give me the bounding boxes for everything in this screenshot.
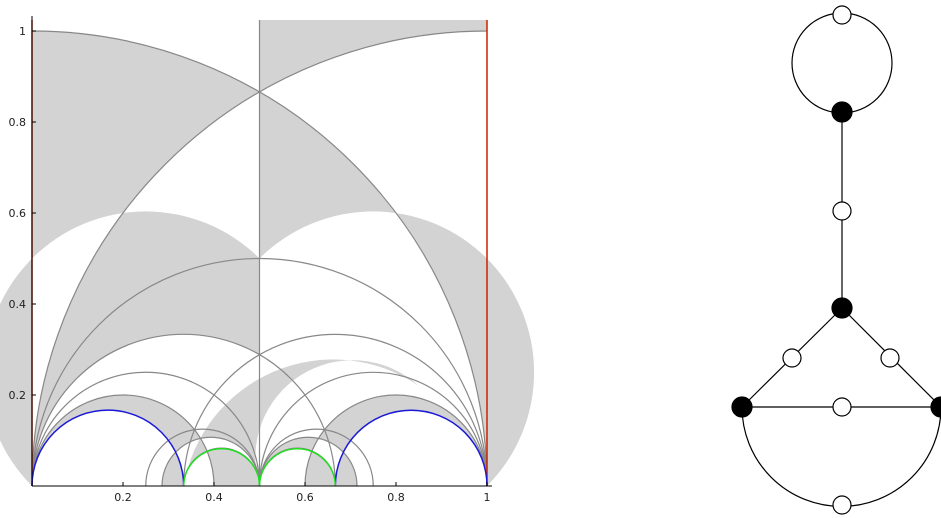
x-tick-label: 0.8 bbox=[387, 491, 405, 504]
geodesic-arc bbox=[258, 436, 358, 487]
geodesic-arc bbox=[258, 428, 374, 487]
y-tick-label: 0.2 bbox=[9, 389, 27, 402]
x-tick-label: 0.2 bbox=[114, 491, 132, 504]
geodesic-arc bbox=[31, 371, 261, 487]
black-vertex bbox=[831, 101, 853, 123]
fundamental-domain-plot: 0.2 0.4 0.6 0.8 1 0.2 0.4 0.6 0.8 1 bbox=[0, 16, 535, 504]
white-vertex bbox=[832, 495, 852, 515]
geodesic-arc bbox=[145, 428, 261, 487]
y-axis-ticks bbox=[32, 30, 36, 396]
geodesic-arc bbox=[31, 394, 215, 487]
graph-arc-bottom bbox=[741, 406, 941, 508]
white-vertex bbox=[832, 397, 852, 417]
y-tick-label: 0.6 bbox=[9, 207, 27, 220]
white-vertex bbox=[832, 5, 852, 25]
black-vertex bbox=[930, 396, 941, 418]
geodesic-arc bbox=[304, 394, 488, 487]
black-vertex bbox=[731, 396, 753, 418]
graph-loop-top bbox=[791, 12, 893, 114]
white-vertex bbox=[832, 201, 852, 221]
geodesic-arc bbox=[258, 371, 488, 487]
geodesic-arc bbox=[31, 30, 488, 487]
ribbon-graph bbox=[731, 5, 941, 515]
geodesic-arc bbox=[31, 30, 488, 487]
x-axis-ticks bbox=[122, 482, 488, 486]
white-vertex bbox=[880, 348, 900, 368]
white-vertex bbox=[782, 348, 802, 368]
y-tick-label: 0.4 bbox=[9, 298, 27, 311]
black-vertex bbox=[831, 297, 853, 319]
x-tick-label: 0.4 bbox=[205, 491, 223, 504]
shaded-regions bbox=[0, 20, 535, 486]
green-arc-left bbox=[182, 448, 261, 487]
black-vertices bbox=[731, 101, 941, 418]
geodesic-arc bbox=[161, 436, 261, 487]
geodesic-arc bbox=[183, 334, 488, 487]
blue-arc-left bbox=[31, 409, 185, 487]
blue-arc-right bbox=[334, 409, 488, 487]
white-vertices bbox=[782, 5, 900, 515]
y-tick-label: 1 bbox=[19, 25, 26, 38]
x-axis-tick-labels: 0.2 0.4 0.6 0.8 1 bbox=[114, 491, 490, 504]
x-tick-label: 1 bbox=[484, 491, 491, 504]
green-arc-right bbox=[258, 448, 337, 487]
y-axis-tick-labels: 0.2 0.4 0.6 0.8 1 bbox=[9, 25, 27, 402]
x-tick-label: 0.6 bbox=[296, 491, 314, 504]
geodesic-arc bbox=[31, 334, 336, 487]
y-tick-label: 0.8 bbox=[9, 116, 27, 129]
